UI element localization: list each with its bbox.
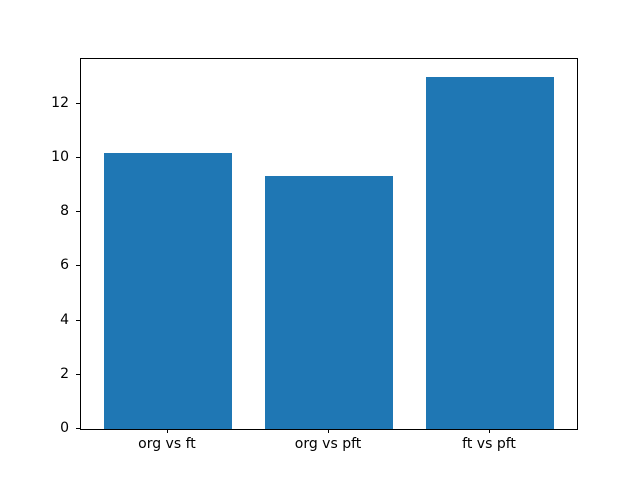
y-tick-mark bbox=[76, 102, 80, 104]
y-tick-mark bbox=[76, 428, 80, 429]
bars-layer bbox=[81, 59, 577, 429]
bar-org-vs-pft bbox=[264, 175, 394, 429]
y-tick-mark bbox=[76, 265, 80, 267]
x-tick-mark bbox=[489, 429, 491, 433]
plot-area bbox=[80, 58, 578, 430]
x-tick-label: org vs pft bbox=[294, 436, 362, 452]
y-tick-label: 2 bbox=[60, 365, 69, 382]
bar-ft-vs-pft bbox=[425, 76, 555, 429]
y-tick-label: 12 bbox=[51, 94, 69, 111]
x-tick-mark bbox=[166, 429, 168, 433]
y-tick-mark bbox=[76, 319, 80, 321]
y-tick-mark bbox=[76, 156, 80, 158]
y-tick-label: 4 bbox=[60, 311, 69, 328]
y-tick-label: 8 bbox=[60, 203, 69, 220]
y-tick-label: 0 bbox=[60, 420, 69, 436]
bar-org-vs-ft bbox=[103, 152, 233, 429]
x-tick-mark bbox=[328, 429, 329, 433]
y-tick-label: 10 bbox=[51, 148, 69, 165]
y-tick-mark bbox=[76, 373, 80, 375]
x-tick-label: org vs ft bbox=[138, 436, 196, 452]
y-tick-label: 6 bbox=[60, 257, 69, 274]
x-tick-label: ft vs pft bbox=[462, 436, 516, 452]
y-tick-mark bbox=[76, 211, 80, 213]
